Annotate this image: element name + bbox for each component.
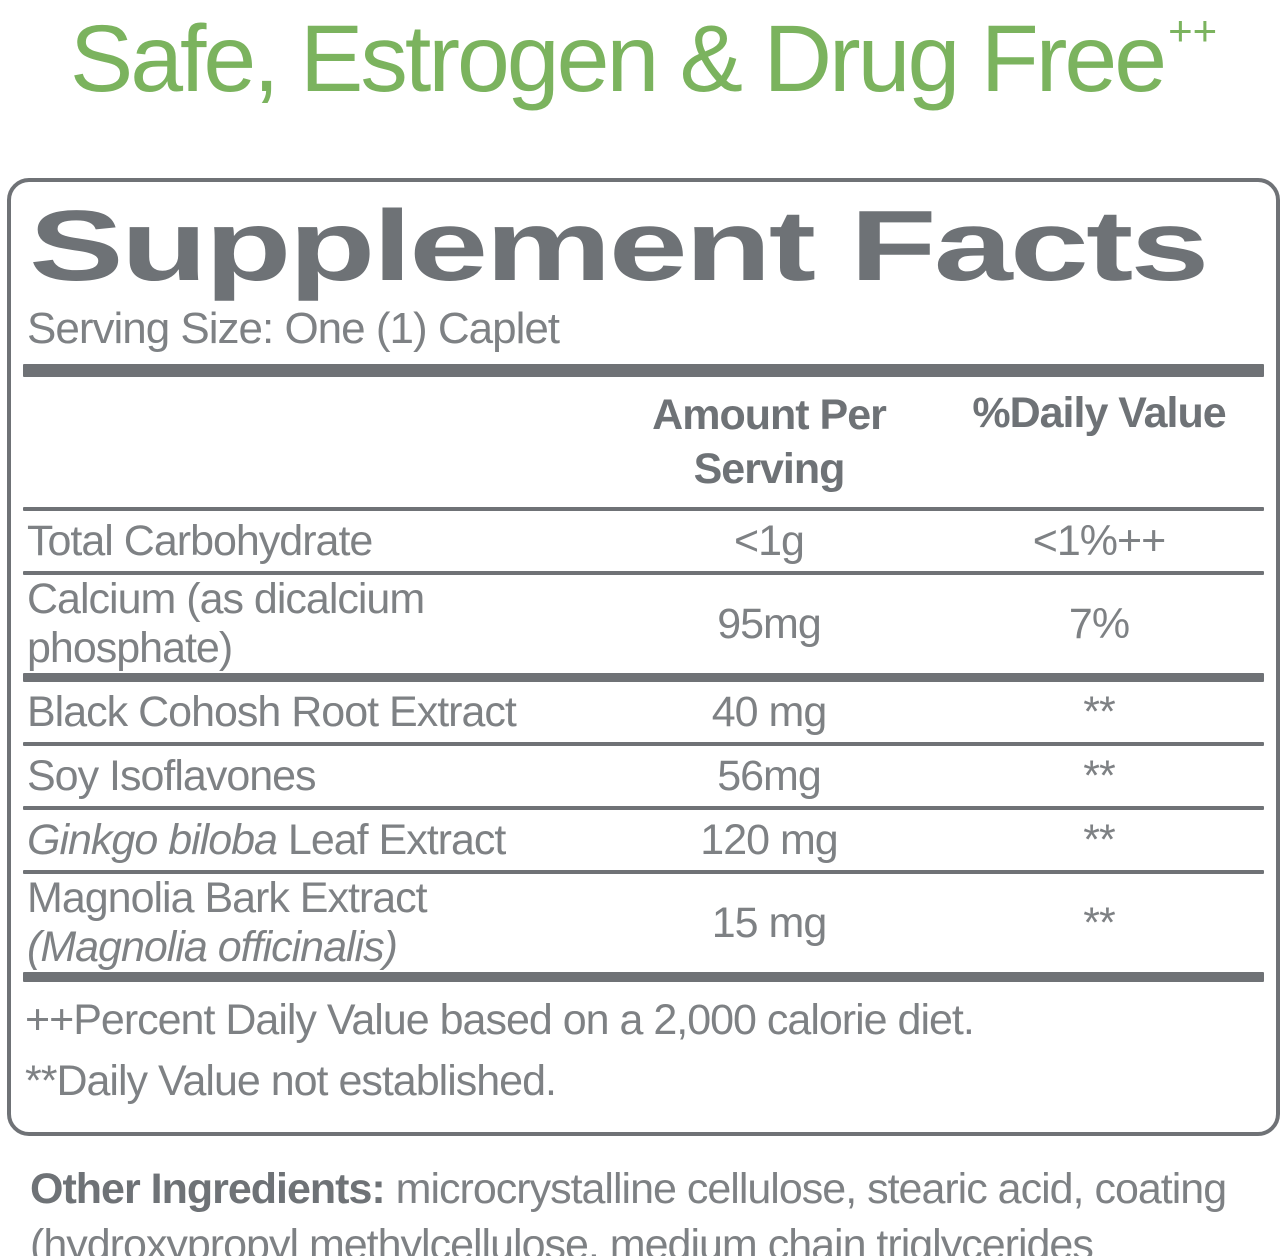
divider-thin bbox=[23, 571, 1264, 576]
ingredient-daily-value: ** bbox=[1083, 751, 1115, 800]
serving-size: Serving Size: One (1) Caplet bbox=[27, 304, 560, 354]
supplement-facts-panel: Supplement Facts Serving Size: One (1) C… bbox=[7, 178, 1280, 1137]
ingredient-amount: 95mg bbox=[717, 599, 822, 648]
table-row-soy-isoflavones: Soy Isoflavones 56mg ** bbox=[23, 746, 1264, 806]
other-ingredients: Other Ingredients: microcrystalline cell… bbox=[30, 1162, 1270, 1256]
ingredient-name: Magnolia Bark Extract (Magnolia officina… bbox=[27, 874, 428, 972]
ingredient-amount: 15 mg bbox=[711, 898, 828, 947]
ingredient-amount: 56mg bbox=[717, 751, 822, 800]
ingredient-daily-value: <1%++ bbox=[1032, 516, 1166, 565]
table-row-calcium: Calcium (as dicalcium phosphate) 95mg 7% bbox=[23, 575, 1264, 673]
ingredient-daily-value: ** bbox=[1083, 898, 1115, 947]
column-header-daily-value: %Daily Value bbox=[972, 389, 1226, 438]
ingredient-name: Calcium (as dicalcium phosphate) bbox=[27, 575, 425, 673]
ingredient-daily-value: ** bbox=[1083, 687, 1115, 736]
ingredient-daily-value: ** bbox=[1083, 815, 1115, 864]
divider-thin bbox=[23, 742, 1264, 747]
ingredient-amount: 120 mg bbox=[700, 815, 838, 864]
ingredient-name: Total Carbohydrate bbox=[27, 516, 373, 565]
supplement-facts-title: Supplement Facts bbox=[29, 190, 1209, 303]
ingredient-name: Black Cohosh Root Extract bbox=[27, 687, 517, 736]
divider-thick-bottom bbox=[23, 972, 1264, 983]
divider-thin bbox=[23, 806, 1264, 811]
table-header-row: Amount Per Serving %Daily Value bbox=[23, 377, 1264, 507]
footnotes: ++Percent Daily Value based on a 2,000 c… bbox=[23, 982, 1264, 1122]
headline-text: Safe, Estrogen & Drug Free bbox=[69, 6, 1167, 112]
headline: Safe, Estrogen & Drug Free++ bbox=[0, 2, 1287, 112]
table-row-ginkgo-biloba: Ginkgo biloba Leaf Extract 120 mg ** bbox=[23, 810, 1264, 870]
ingredient-name: Soy Isoflavones bbox=[27, 751, 317, 800]
table-row-magnolia-bark: Magnolia Bark Extract (Magnolia officina… bbox=[23, 874, 1264, 972]
ingredient-daily-value: 7% bbox=[1068, 599, 1130, 648]
divider-thin bbox=[23, 507, 1264, 512]
other-ingredients-label: Other Ingredients: bbox=[30, 1165, 386, 1214]
footnote-percent-daily-value: ++Percent Daily Value based on a 2,000 c… bbox=[25, 996, 975, 1045]
divider-thick-middle bbox=[23, 673, 1264, 683]
ingredient-name: Ginkgo biloba Leaf Extract bbox=[27, 815, 506, 864]
divider-thick-top bbox=[23, 364, 1264, 378]
footnote-daily-value-not-established: **Daily Value not established. bbox=[25, 1057, 557, 1106]
ingredient-amount: 40 mg bbox=[711, 687, 828, 736]
column-header-amount-per-serving: Amount Per Serving bbox=[652, 391, 887, 494]
other-ingredients-text: microcrystalline cellulose, stearic acid… bbox=[30, 1165, 1227, 1256]
headline-superscript: ++ bbox=[1168, 7, 1218, 54]
table-row-black-cohosh: Black Cohosh Root Extract 40 mg ** bbox=[23, 682, 1264, 742]
divider-thin bbox=[23, 870, 1264, 875]
table-row-total-carbohydrate: Total Carbohydrate <1g <1%++ bbox=[23, 511, 1264, 571]
ingredient-amount: <1g bbox=[734, 516, 805, 565]
